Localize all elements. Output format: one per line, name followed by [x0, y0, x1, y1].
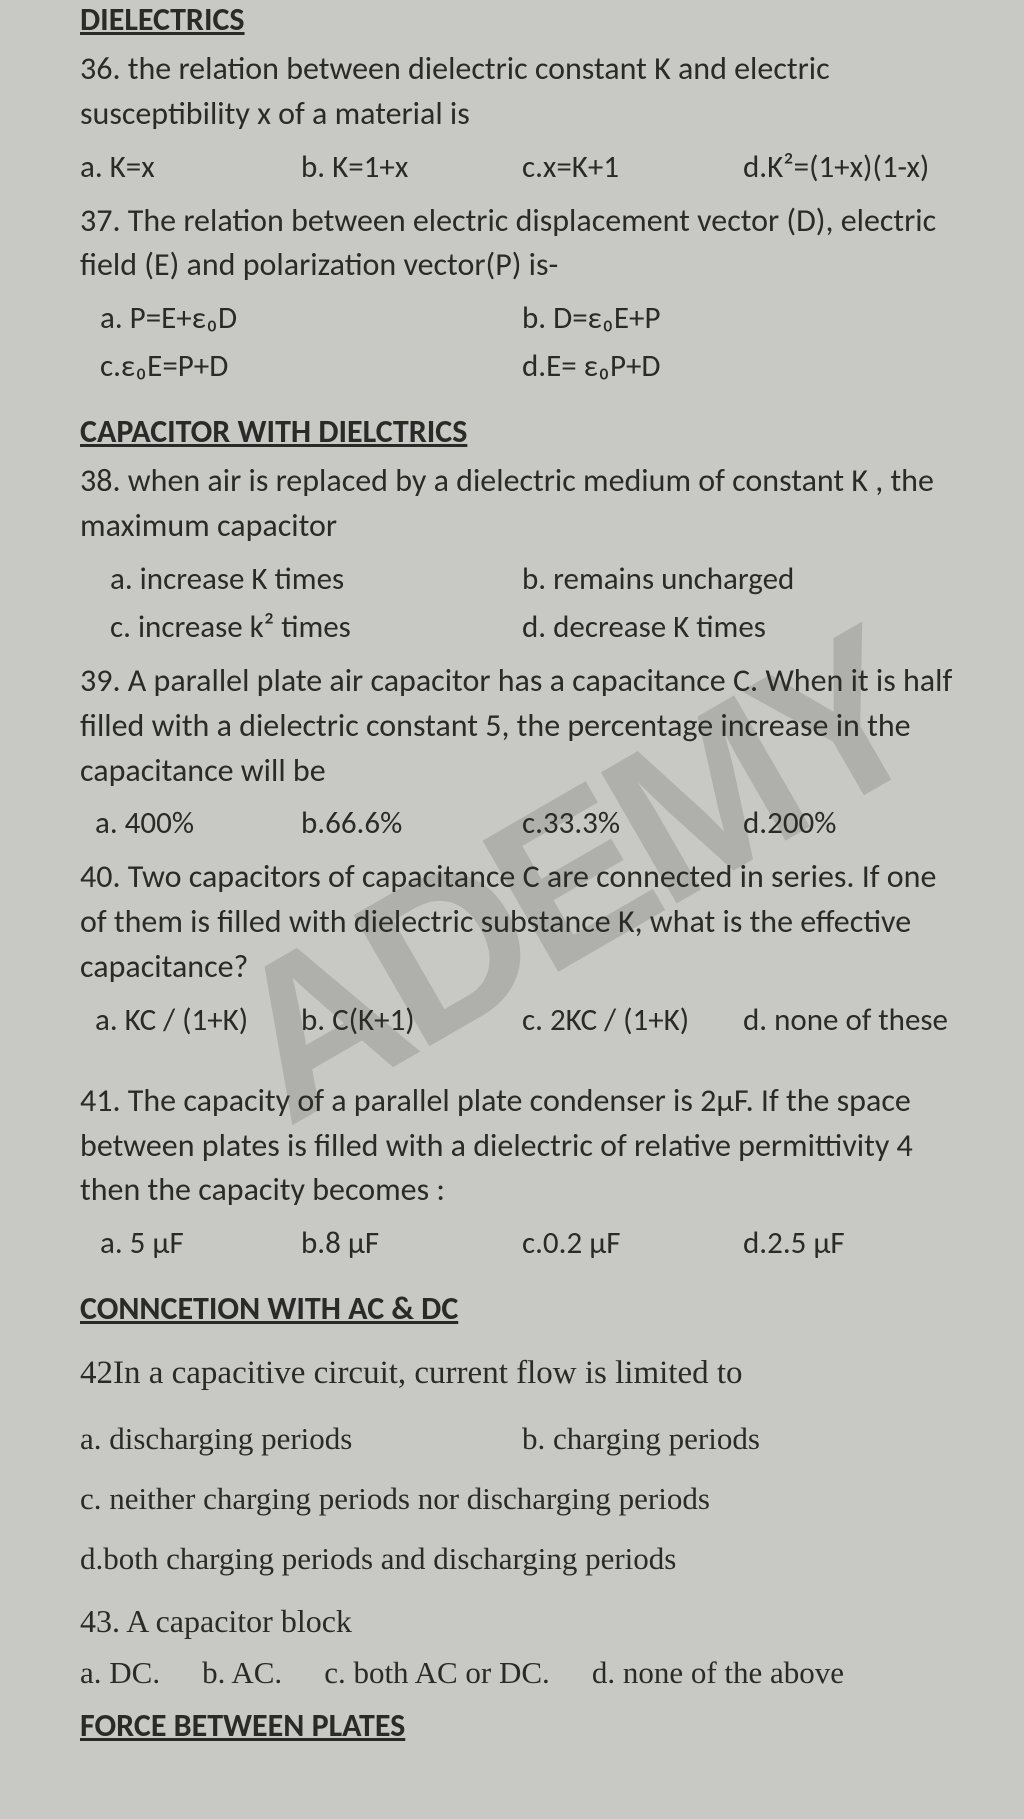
q38-opt-c: c. increase k² times [80, 603, 522, 651]
q42-options-row2: c. neither charging periods nor discharg… [80, 1475, 964, 1523]
q41-opt-a: a. 5 μF [80, 1219, 301, 1267]
q37-opt-b: b. D=ε₀E+P [522, 294, 964, 342]
q43-opt-a: a. DC. [80, 1649, 202, 1697]
q39-opt-a: a. 400% [80, 799, 301, 847]
q37-options: a. P=E+ε₀D b. D=ε₀E+P c.ε₀E=P+D d.E= ε₀P… [80, 294, 964, 390]
q36-opt-a: a. K=x [80, 143, 301, 191]
q38-text: 38. when air is replaced by a dielectric… [80, 459, 964, 549]
q42-options-row1: a. discharging periods b. charging perio… [80, 1415, 964, 1463]
q43-opt-b: b. AC. [202, 1649, 324, 1697]
q40-opt-c: c. 2KC / (1+K) [522, 996, 743, 1044]
q41-opt-d: d.2.5 μF [743, 1219, 964, 1267]
q39-options: a. 400% b.66.6% c.33.3% d.200% [80, 799, 964, 847]
q39-text: 39. A parallel plate air capacitor has a… [80, 659, 964, 793]
q37-opt-d: d.E= ε₀P+D [522, 342, 964, 390]
section-heading-dielectrics: DIELECTRICS [80, 0, 964, 39]
q36-opt-c: c.x=K+1 [522, 143, 743, 191]
q37-opt-c: c.ε₀E=P+D [80, 342, 522, 390]
q41-options: a. 5 μF b.8 μF c.0.2 μF d.2.5 μF [80, 1219, 964, 1267]
q37-text: 37. The relation between electric displa… [80, 199, 964, 289]
q38-opt-a: a. increase K times [80, 555, 522, 603]
q38-options: a. increase K times b. remains uncharged… [80, 555, 964, 651]
q42-opt-d: d.both charging periods and discharging … [80, 1535, 964, 1583]
q40-opt-b: b. C(K+1) [301, 996, 522, 1044]
q42-options-row3: d.both charging periods and discharging … [80, 1535, 964, 1583]
q43-text: 43. A capacitor block [80, 1599, 964, 1644]
q41-text: 41. The capacity of a parallel plate con… [80, 1079, 964, 1213]
document-body: DIELECTRICS 36. the relation between die… [80, 0, 964, 1745]
q43-opt-c: c. both AC or DC. [324, 1649, 592, 1697]
q42-opt-a: a. discharging periods [80, 1415, 522, 1463]
q41-opt-c: c.0.2 μF [522, 1219, 743, 1267]
q36-text: 36. the relation between dielectric cons… [80, 47, 964, 137]
q42-opt-c: c. neither charging periods nor discharg… [80, 1475, 964, 1523]
q43-opt-d: d. none of the above [592, 1649, 886, 1697]
q40-opt-a: a. KC / (1+K) [80, 996, 301, 1044]
q36-options: a. K=x b. K=1+x c.x=K+1 d.K²=(1+x)(1-x) [80, 143, 964, 191]
q42-text: 42In a capacitive circuit, current flow … [80, 1350, 964, 1396]
q40-text: 40. Two capacitors of capacitance C are … [80, 855, 964, 989]
q40-options: a. KC / (1+K) b. C(K+1) c. 2KC / (1+K) d… [80, 996, 964, 1044]
q40-opt-d: d. none of these [743, 996, 964, 1044]
q39-opt-d: d.200% [743, 799, 964, 847]
section-heading-force: FORCE BETWEEN PLATES [80, 1706, 964, 1745]
q39-opt-b: b.66.6% [301, 799, 522, 847]
q43-options: a. DC. b. AC. c. both AC or DC. d. none … [80, 1649, 964, 1697]
q41-opt-b: b.8 μF [301, 1219, 522, 1267]
q37-opt-a: a. P=E+ε₀D [80, 294, 522, 342]
section-heading-connection: CONNCETION WITH AC & DC [80, 1289, 964, 1328]
q42-opt-b: b. charging periods [522, 1415, 964, 1463]
q38-opt-d: d. decrease K times [522, 603, 964, 651]
q36-opt-d: d.K²=(1+x)(1-x) [743, 143, 964, 191]
q36-opt-b: b. K=1+x [301, 143, 522, 191]
q39-opt-c: c.33.3% [522, 799, 743, 847]
q38-opt-b: b. remains uncharged [522, 555, 964, 603]
section-heading-capacitor: CAPACITOR WITH DIELCTRICS [80, 412, 964, 451]
